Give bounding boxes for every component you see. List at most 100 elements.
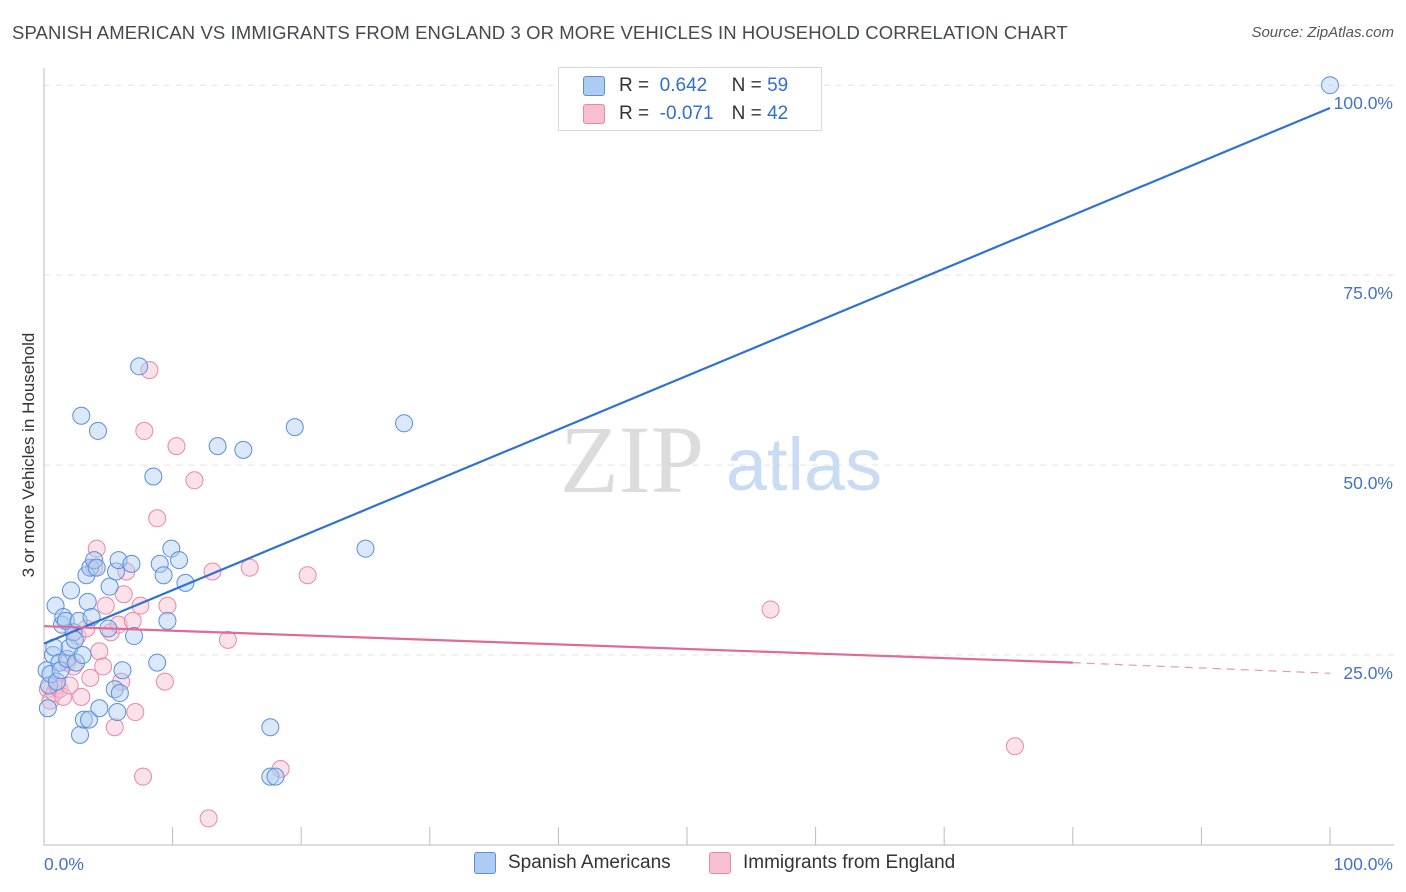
spanish-american-point: [150, 554, 169, 573]
spanish-american-point: [73, 646, 92, 665]
spanish-american-point: [144, 467, 163, 486]
source-label: Source: ZipAtlas.com: [1251, 24, 1394, 41]
immigrants-point: [87, 539, 106, 558]
spanish-american-point: [38, 699, 57, 718]
spanish-american-point: [58, 649, 77, 668]
y-tick-label: 25.0%: [1343, 663, 1393, 683]
immigrants-point: [761, 600, 780, 619]
immigrants-point: [126, 703, 145, 722]
tick-labels: 25.0% 50.0% 75.0% 100.0% 0.0% 100.0%: [44, 93, 1393, 874]
immigrants-point: [148, 509, 167, 528]
legend-r-label: R =: [619, 103, 650, 124]
legend-swatch-pink: [709, 852, 731, 874]
legend-item-immigrants-from-england[interactable]: Immigrants from England: [709, 852, 955, 874]
spanish-american-point: [261, 718, 280, 737]
immigrants-point: [298, 566, 317, 585]
spanish-american-point: [67, 653, 86, 672]
spanish-american-point: [72, 406, 91, 425]
spanish-american-point: [89, 421, 108, 440]
immigrants-point: [199, 809, 218, 828]
y-tick-label: 50.0%: [1343, 473, 1393, 493]
legend-n-value: 42: [767, 103, 789, 124]
immigrants-point: [81, 668, 100, 687]
immigrants-point: [218, 630, 237, 649]
spanish-american-point: [85, 551, 104, 570]
immigrants-point: [158, 596, 177, 615]
spanish-american-point: [154, 566, 173, 585]
legend-n-value: 59: [767, 75, 789, 96]
series-legend: Spanish Americans Immigrants from Englan…: [0, 852, 1406, 878]
spanish-american-point: [110, 684, 129, 703]
spanish-american-point: [285, 418, 304, 437]
immigrants-point: [96, 596, 115, 615]
spanish-american-point: [108, 703, 127, 722]
spanish-american-point: [234, 440, 253, 459]
immigrants-point: [167, 437, 186, 456]
immigrants-point: [114, 585, 133, 604]
spanish-american-point: [78, 592, 97, 611]
spanish-american-point: [71, 725, 90, 744]
spanish-american-point: [44, 646, 63, 665]
immigrants-trend-line: [43, 625, 1073, 664]
spanish-american-point: [261, 767, 280, 786]
spanish-american-point: [158, 611, 177, 630]
immigrants-point: [90, 642, 109, 661]
spanish-american-point: [130, 357, 149, 376]
spanish-american-point: [266, 767, 285, 786]
spanish-american-point: [1321, 76, 1339, 95]
immigrants-point: [54, 687, 73, 706]
immigrants-point: [155, 672, 174, 691]
y-axis-label: 3 or more Vehicles in Household: [19, 333, 38, 578]
spanish-american-point: [356, 539, 375, 558]
x-tick-label: 0.0%: [44, 854, 84, 874]
spanish-american-point: [170, 551, 189, 570]
immigrants-point: [123, 611, 142, 630]
immigrants-point: [72, 687, 91, 706]
x-tick-label: 100.0%: [1334, 854, 1393, 874]
spanish-american-point: [74, 710, 93, 729]
correlation-legend: R = 0.642 N = 59 R = -0.071 N = 42: [558, 67, 822, 131]
immigrants-from-england-points: [38, 361, 1024, 828]
immigrants-point: [185, 471, 204, 490]
chart-title: SPANISH AMERICAN VS IMMIGRANTS FROM ENGL…: [12, 22, 1068, 43]
legend-item-label: Spanish Americans: [508, 852, 671, 873]
legend-row-immigrants-from-england: R = -0.071 N = 42: [583, 101, 788, 127]
legend-n-label: N =: [731, 75, 762, 96]
spanish-american-point: [107, 562, 126, 581]
legend-item-spanish-americans[interactable]: Spanish Americans: [474, 852, 671, 874]
legend-swatch-pink: [583, 104, 605, 124]
legend-n-label: N =: [731, 103, 762, 124]
spanish-american-point: [122, 554, 141, 573]
trend-lines: [43, 106, 1331, 674]
y-tick-label: 75.0%: [1343, 283, 1393, 303]
immigrants-point: [94, 657, 113, 676]
immigrants-point: [140, 361, 159, 380]
spanish-american-point: [100, 577, 119, 596]
spanish-american-point: [80, 710, 99, 729]
legend-r-label: R =: [619, 75, 650, 96]
immigrants-point: [1005, 737, 1024, 756]
immigrants-trend-extension: [1072, 662, 1331, 674]
y-tick-label: 100.0%: [1334, 93, 1393, 113]
legend-row-spanish-americans: R = 0.642 N = 59: [583, 73, 788, 99]
legend-swatch-blue: [474, 852, 496, 874]
legend-swatch-blue: [583, 76, 605, 96]
legend-r-value: 0.642: [659, 75, 708, 96]
spanish-american-point: [113, 661, 132, 680]
spanish-american-point: [90, 699, 109, 718]
spanish-american-point: [47, 672, 66, 691]
spanish-americans-trend-line: [43, 106, 1331, 645]
immigrants-point: [134, 767, 153, 786]
immigrants-point: [112, 672, 131, 691]
spanish-american-point: [62, 581, 81, 600]
legend-r-value: -0.071: [659, 103, 714, 124]
immigrants-point: [135, 421, 154, 440]
watermark-atlas: atlas: [726, 423, 882, 506]
legend-item-label: Immigrants from England: [743, 852, 956, 873]
spanish-american-point: [51, 661, 70, 680]
watermark-zip: ZIP: [560, 406, 704, 513]
spanish-american-point: [395, 414, 414, 433]
immigrants-point: [240, 558, 259, 577]
spanish-american-point: [208, 437, 227, 456]
